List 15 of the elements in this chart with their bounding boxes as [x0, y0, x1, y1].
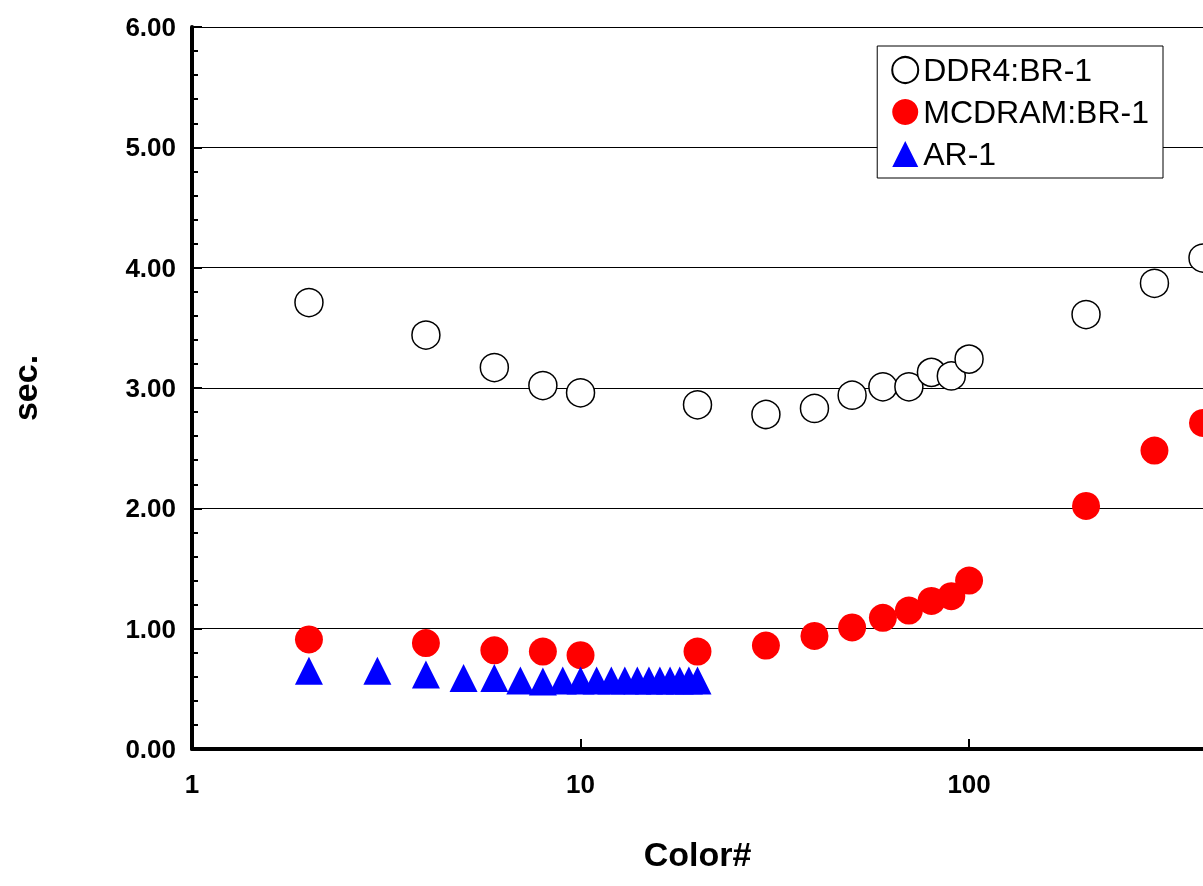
legend-label: MCDRAM:BR-1 — [923, 94, 1149, 130]
x-tick-label: 1 — [184, 769, 200, 799]
y-tick-label: 4.00 — [125, 252, 176, 283]
y-tick-label: 6.00 — [125, 12, 176, 42]
x-axis-title: Color# — [643, 835, 752, 873]
legend-label: AR-1 — [923, 136, 997, 172]
legend-label: DDR4:BR-1 — [923, 52, 1093, 88]
y-tick-label: 3.00 — [125, 373, 176, 403]
y-tick-label: 2.00 — [125, 493, 176, 524]
y-tick-label: 0.00 — [125, 734, 176, 764]
x-tick-label: 100 — [947, 769, 991, 799]
y-axis-title: sec. — [6, 354, 44, 422]
y-tick-label: 1.00 — [125, 613, 176, 644]
y-tick-label: 5.00 — [125, 132, 176, 163]
x-tick-label: 10 — [566, 769, 595, 799]
